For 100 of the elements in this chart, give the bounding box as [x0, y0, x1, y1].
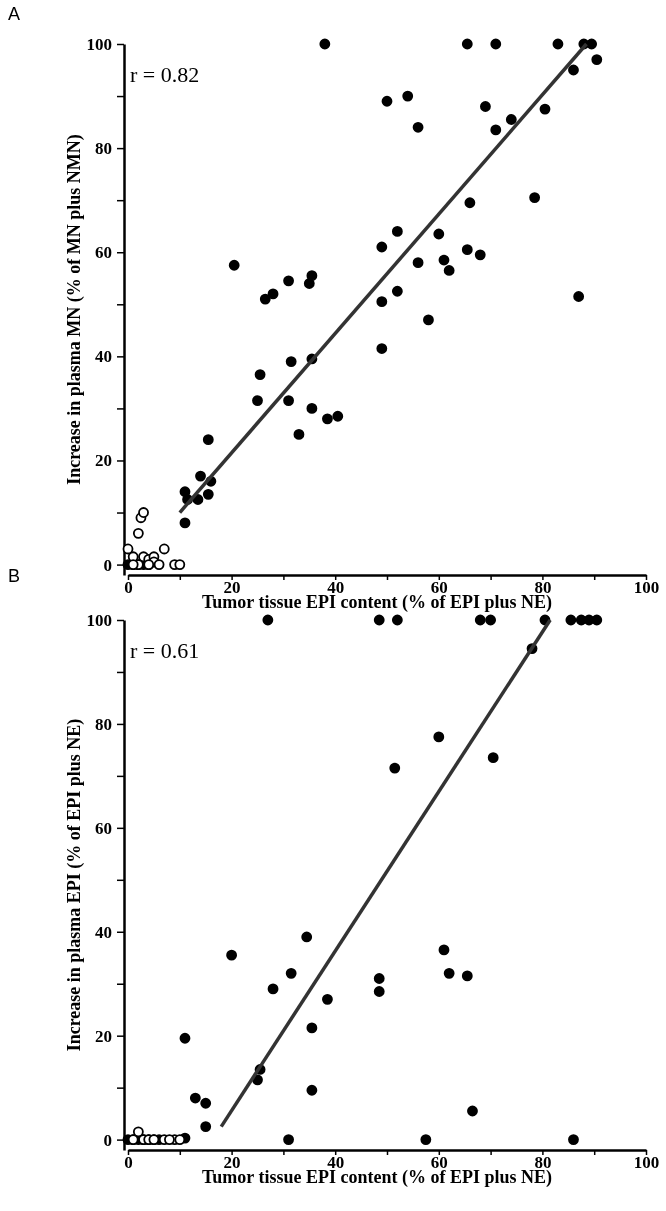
point	[474, 249, 486, 261]
point	[433, 228, 445, 240]
y-tick-label: 60	[95, 818, 112, 838]
point	[303, 278, 315, 289]
point	[322, 413, 333, 425]
point	[267, 983, 279, 995]
y-tick-label: 100	[86, 34, 112, 54]
point	[267, 288, 279, 300]
text: B	[8, 566, 21, 586]
y-tick-label: 80	[95, 139, 112, 159]
point	[539, 103, 551, 115]
annotation: r = 0.82	[130, 62, 200, 87]
point	[122, 543, 134, 555]
point	[306, 1084, 318, 1096]
point	[586, 38, 598, 50]
point	[420, 1134, 432, 1146]
point	[529, 192, 541, 203]
point	[391, 614, 403, 626]
y-tick-label: 0	[103, 1130, 112, 1150]
y-axis-title: Increase in plasma EPI (% of EPI plus NE)	[64, 718, 85, 1052]
y-axis-title: Increase in plasma MN (% of MN plus NMN)	[64, 134, 85, 485]
x-tick-label: 20	[223, 1153, 241, 1173]
y-tick-label: 80	[95, 714, 112, 734]
point	[164, 1134, 175, 1146]
point	[467, 1105, 478, 1117]
point	[373, 614, 385, 626]
point	[443, 265, 455, 276]
x-tick-label: 0	[124, 1153, 133, 1173]
point	[322, 993, 333, 1005]
point	[565, 614, 577, 626]
point	[179, 1032, 191, 1044]
point	[179, 517, 191, 529]
point	[202, 488, 214, 500]
point	[433, 731, 445, 743]
point	[376, 296, 388, 308]
point	[485, 614, 497, 626]
point	[391, 226, 403, 237]
y-tick-label: 20	[95, 1026, 112, 1046]
x-tick-label: 100	[633, 1153, 660, 1173]
point	[389, 762, 401, 774]
y-tick-label: 20	[95, 451, 112, 471]
point	[402, 90, 414, 102]
point	[381, 95, 393, 107]
point	[138, 507, 149, 518]
point	[306, 1022, 318, 1034]
point	[461, 244, 473, 256]
point	[293, 429, 305, 440]
point	[195, 470, 206, 482]
point	[306, 403, 318, 414]
y-tick-label: 40	[95, 347, 112, 367]
point	[443, 967, 455, 979]
point	[200, 1121, 212, 1133]
point	[153, 559, 165, 570]
point	[174, 559, 186, 570]
point	[505, 114, 517, 125]
point	[228, 259, 240, 271]
point	[283, 1134, 294, 1146]
point	[461, 38, 473, 50]
point	[487, 752, 499, 764]
point	[568, 64, 579, 76]
point	[438, 254, 450, 266]
point	[202, 434, 214, 446]
point	[254, 369, 266, 380]
point	[591, 54, 603, 66]
point	[552, 38, 564, 50]
x-tick-label: 20	[223, 578, 241, 598]
point	[568, 1134, 579, 1146]
point	[285, 967, 297, 979]
point	[464, 197, 476, 209]
point	[285, 356, 297, 367]
point	[252, 395, 263, 407]
point	[373, 986, 385, 997]
point	[376, 241, 388, 253]
point	[412, 121, 424, 133]
point	[283, 275, 294, 287]
point	[438, 944, 450, 956]
point	[423, 314, 434, 326]
point	[490, 124, 502, 136]
x-tick-label: 0	[124, 578, 133, 598]
annotation: r = 0.61	[130, 638, 200, 663]
point	[573, 291, 585, 302]
point	[262, 614, 274, 626]
y-tick-label: 40	[95, 922, 112, 942]
point	[332, 410, 344, 422]
point	[301, 931, 313, 943]
point	[200, 1097, 212, 1109]
point	[376, 343, 388, 354]
point	[319, 38, 331, 50]
point	[490, 38, 502, 50]
point	[158, 543, 170, 555]
point	[391, 285, 403, 297]
text: A	[8, 4, 21, 24]
point	[226, 949, 238, 961]
y-tick-label: 0	[103, 555, 112, 575]
point	[474, 614, 486, 626]
point	[461, 970, 473, 982]
y-tick-label: 60	[95, 243, 112, 263]
y-tick-label: 100	[86, 610, 112, 630]
point	[132, 527, 144, 539]
point	[259, 293, 271, 305]
